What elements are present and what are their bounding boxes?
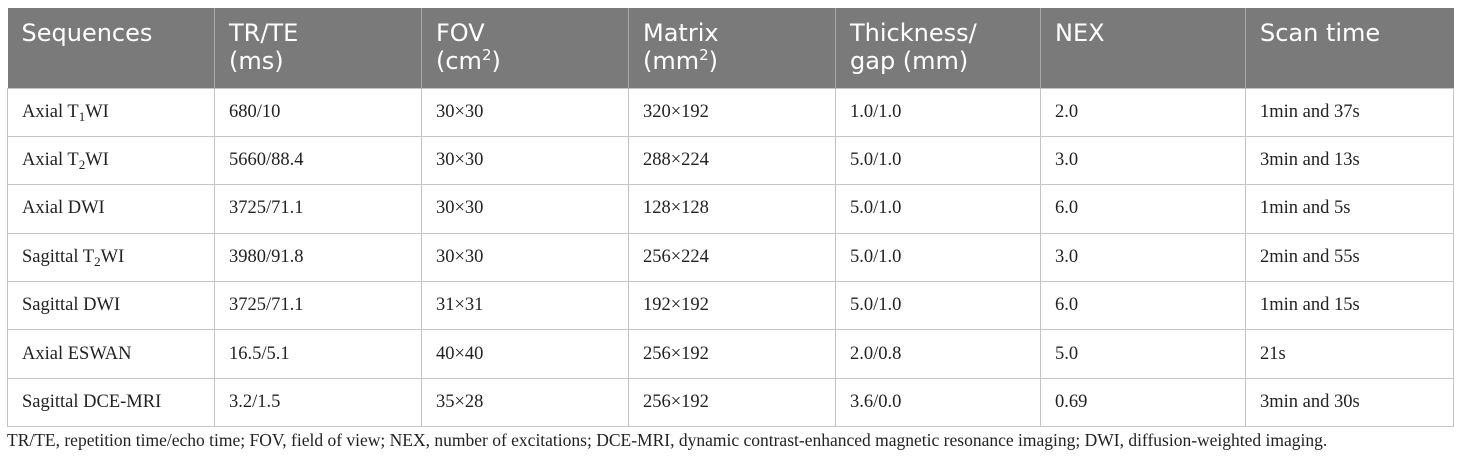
table-footnote: TR/TE, repetition time/echo time; FOV, f… [7,430,1328,450]
table-row: Sagittal T2WI 3980/91.8 30×30 256×224 5.… [7,232,1454,283]
cell-thickness-gap: 2.0/0.8 [835,329,1041,379]
cell-thickness-gap: 1.0/1.0 [835,87,1041,137]
header-nex: NEX [1040,8,1246,88]
cell-sequence: Axial DWI [7,184,215,234]
cell-tr-te: 3725/71.1 [214,281,422,331]
cell-thickness-gap: 5.0/1.0 [835,281,1041,331]
cell-matrix: 288×224 [628,135,836,186]
cell-scan-time: 3min and 30s [1245,377,1454,428]
cell-tr-te: 680/10 [214,87,422,137]
cell-tr-te: 3725/71.1 [214,184,422,234]
cell-tr-te: 5660/88.4 [214,135,422,186]
header-row: Sequences TR/TE (ms) FOV (cm2) Matrix (mm2)… [7,8,1454,88]
cell-scan-time: 3min and 13s [1245,135,1454,186]
cell-scan-time: 21s [1245,329,1454,379]
header-scan-time: Scan time [1245,8,1454,88]
cell-sequence: Sagittal DCE-MRI [7,377,215,428]
cell-scan-time: 2min and 55s [1245,232,1454,283]
cell-matrix: 320×192 [628,87,836,137]
cell-thickness-gap: 5.0/1.0 [835,135,1041,186]
cell-matrix: 256×192 [628,377,836,428]
cell-scan-time: 1min and 15s [1245,281,1454,331]
cell-nex: 6.0 [1040,281,1246,331]
header-fov: FOV (cm2) [421,8,629,88]
table-row: Axial DWI 3725/71.1 30×30 128×128 5.0/1.… [7,184,1454,234]
table-row: Sagittal DWI 3725/71.1 31×31 192×192 5.0… [7,281,1454,331]
cell-sequence: Axial ESWAN [7,329,215,379]
header-tr-te: TR/TE (ms) [214,8,422,88]
cell-nex: 2.0 [1040,87,1246,137]
cell-fov: 30×30 [421,232,629,283]
cell-matrix: 192×192 [628,281,836,331]
cell-tr-te: 16.5/5.1 [214,329,422,379]
cell-sequence: Sagittal DWI [7,281,215,331]
cell-nex: 5.0 [1040,329,1246,379]
cell-matrix: 128×128 [628,184,836,234]
cell-tr-te: 3980/91.8 [214,232,422,283]
mri-parameters-table: Sequences TR/TE (ms) FOV (cm2) Matrix (mm2)… [7,8,1454,428]
cell-fov: 40×40 [421,329,629,379]
table-body: Axial T1WI 680/10 30×30 320×192 1.0/1.0 … [7,87,1454,428]
cell-thickness-gap: 5.0/1.0 [835,184,1041,234]
cell-fov: 30×30 [421,87,629,137]
header-matrix: Matrix (mm2) [628,8,836,88]
cell-scan-time: 1min and 37s [1245,87,1454,137]
cell-matrix: 256×192 [628,329,836,379]
cell-matrix: 256×224 [628,232,836,283]
table-row: Sagittal DCE-MRI 3.2/1.5 35×28 256×192 3… [7,377,1454,428]
mri-parameters-table-container: Sequences TR/TE (ms) FOV (cm2) Matrix (mm2)… [7,8,1454,428]
cell-thickness-gap: 5.0/1.0 [835,232,1041,283]
table-row: Axial T1WI 680/10 30×30 320×192 1.0/1.0 … [7,87,1454,137]
cell-nex: 0.69 [1040,377,1246,428]
cell-tr-te: 3.2/1.5 [214,377,422,428]
cell-scan-time: 1min and 5s [1245,184,1454,234]
cell-sequence: Axial T1WI [7,87,215,137]
cell-fov: 35×28 [421,377,629,428]
cell-fov: 31×31 [421,281,629,331]
table-row: Axial ESWAN 16.5/5.1 40×40 256×192 2.0/0… [7,329,1454,379]
header-thickness-gap: Thickness/gap (mm) [835,8,1041,88]
table-row: Axial T2WI 5660/88.4 30×30 288×224 5.0/1… [7,135,1454,186]
cell-sequence: Axial T2WI [7,135,215,186]
cell-nex: 3.0 [1040,232,1246,283]
cell-nex: 3.0 [1040,135,1246,186]
cell-nex: 6.0 [1040,184,1246,234]
cell-fov: 30×30 [421,184,629,234]
table-header: Sequences TR/TE (ms) FOV (cm2) Matrix (mm2)… [7,8,1454,88]
cell-fov: 30×30 [421,135,629,186]
cell-thickness-gap: 3.6/0.0 [835,377,1041,428]
header-sequences: Sequences [21,19,153,47]
cell-sequence: Sagittal T2WI [7,232,215,283]
